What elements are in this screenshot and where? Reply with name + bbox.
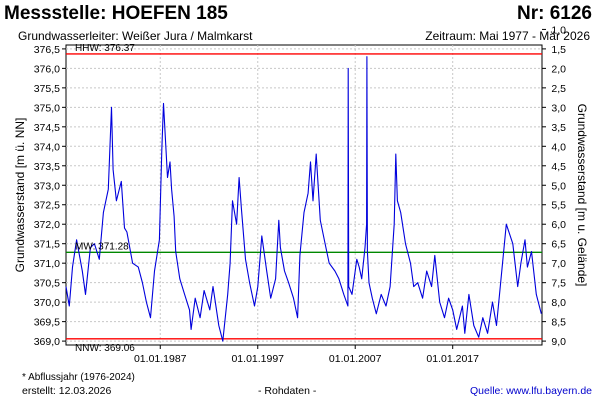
y-tick-label: 373,0 xyxy=(34,180,60,192)
y2-tick-label: 2,0 xyxy=(551,63,566,75)
station-title: Messstelle: HOEFEN 185 xyxy=(4,3,228,24)
grid xyxy=(66,45,542,345)
y2-tick-label: 5,0 xyxy=(551,180,566,192)
y-tick-label: 372,5 xyxy=(34,200,60,212)
series-line xyxy=(65,56,542,342)
y2-tick-label: 1,5 xyxy=(551,44,566,56)
y2-axis-label: Grundwasserstand [m u. Gelände] xyxy=(575,104,589,287)
series-group xyxy=(65,56,542,342)
y-tick-label: 375,5 xyxy=(34,83,60,95)
footnote: * Abflussjahr (1976-2024) xyxy=(22,372,135,383)
y-tick-label: 373,5 xyxy=(34,161,60,173)
y-tick-label: 370,0 xyxy=(34,297,60,309)
y-tick-label: 370,5 xyxy=(34,278,60,290)
x-tick-label: 01.01.1997 xyxy=(231,353,284,365)
y2-tick-label: 8,0 xyxy=(551,297,566,309)
plot-frame xyxy=(65,44,543,346)
y2-tick-label: 6,5 xyxy=(551,239,566,251)
y-axis-label: Grundwasserstand [m ü. NN] xyxy=(13,118,27,273)
reference-label: HHW: 376.37 xyxy=(75,43,135,54)
y-tick-label: 369,5 xyxy=(34,317,60,329)
y2-tick-label: 8,5 xyxy=(551,317,566,329)
y-axis-ticks: 369,0 369,5 370,0 370,5 371,0 371,5 372,0 372,5… xyxy=(34,44,66,348)
y2-tick-label: 7,5 xyxy=(551,278,566,290)
reference-label: MW: 371.28 xyxy=(75,241,129,252)
x-tick-label: 01.01.2007 xyxy=(329,353,382,365)
station-number: Nr: 6126 xyxy=(517,3,592,24)
y-tick-label: 372,0 xyxy=(34,219,60,231)
y-tick-label: 374,5 xyxy=(34,122,60,134)
reference-lines xyxy=(66,53,542,340)
reference-labels: HHW: 376.37 MW: 371.28 NNW: 369.06 xyxy=(75,43,135,354)
created-date: erstellt: 12.03.2026 xyxy=(22,385,112,397)
raw-data-label: - Rohdaten - xyxy=(258,385,317,397)
y2-axis-ticks: 1,0 1,5 2,0 2,5 3,0 3,5 4,0 4,5 5,0 5,5 6,0 6,5 7,0 7… xyxy=(542,24,566,348)
x-tick-label: 01.01.1987 xyxy=(134,353,187,365)
y2-tick-label: 3,5 xyxy=(551,122,566,134)
y2-tick-label: 4,5 xyxy=(551,161,566,173)
aquifer-label: Grundwasserleiter: Weißer Jura / Malmkar… xyxy=(18,29,253,43)
y2-tick-label: 2,5 xyxy=(551,83,566,95)
y-tick-label: 374,0 xyxy=(34,141,60,153)
period-label: Zeitraum: Mai 1977 - Mär 2026 xyxy=(425,29,590,43)
y-tick-label: 369,0 xyxy=(34,336,60,348)
y2-tick-label: 7,0 xyxy=(551,258,566,270)
y2-tick-label: 9,0 xyxy=(551,336,566,348)
reference-label: NNW: 369.06 xyxy=(75,343,135,354)
y-tick-label: 376,0 xyxy=(34,63,60,75)
y2-tick-label: 4,0 xyxy=(551,141,566,153)
y-tick-label: 376,5 xyxy=(34,44,60,56)
source-link[interactable]: Quelle: www.lfu.bayern.de xyxy=(470,385,592,397)
y2-tick-label: 1,0 xyxy=(551,24,566,36)
y-tick-label: 371,5 xyxy=(34,239,60,251)
y2-tick-label: 6,0 xyxy=(551,219,566,231)
x-axis-ticks: 01.01.1987 01.01.1997 01.01.2007 01.01.2017 xyxy=(134,345,479,365)
y-tick-label: 371,0 xyxy=(34,258,60,270)
y-tick-label: 375,0 xyxy=(34,102,60,114)
y2-tick-label: 5,5 xyxy=(551,200,566,212)
x-tick-label: 01.01.2017 xyxy=(426,353,479,365)
y2-tick-label: 3,0 xyxy=(551,102,566,114)
